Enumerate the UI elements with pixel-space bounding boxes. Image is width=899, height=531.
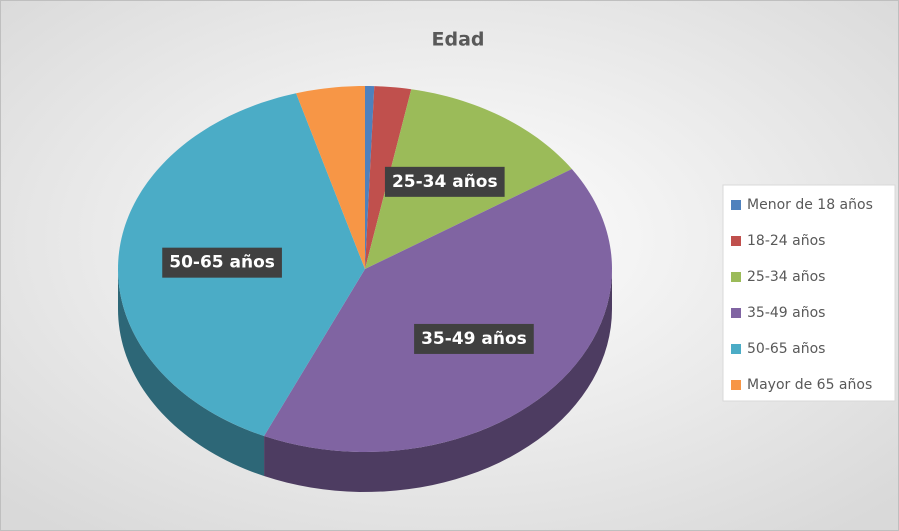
- data-label: 35-49 años: [414, 323, 534, 354]
- legend-label: 18-24 años: [747, 233, 825, 249]
- data-label-box: [162, 247, 282, 278]
- legend-swatch: [731, 200, 741, 210]
- data-label-box: [414, 323, 534, 354]
- legend-swatch: [731, 380, 741, 390]
- pie-slice: [365, 86, 375, 269]
- chart-title: Edad: [431, 29, 484, 51]
- data-label-text: 35-49 años: [421, 329, 527, 349]
- pie-slice-side: [118, 269, 265, 477]
- data-label: 25-34 años: [384, 166, 505, 197]
- legend-label: Mayor de 65 años: [747, 377, 872, 393]
- legend-label: 50-65 años: [747, 341, 825, 357]
- pie-slice: [264, 169, 612, 452]
- legend-swatch: [731, 272, 741, 282]
- legend-swatch: [731, 344, 741, 354]
- data-label-text: 50-65 años: [169, 253, 275, 273]
- pie-slice-side: [264, 269, 612, 492]
- legend-swatch: [731, 308, 741, 318]
- legend-label: Menor de 18 años: [747, 197, 873, 213]
- legend-label: 35-49 años: [747, 305, 825, 321]
- data-label-box: [384, 166, 505, 197]
- pie-slice: [296, 86, 365, 269]
- data-label: 50-65 años: [162, 247, 282, 278]
- data-label-text: 25-34 años: [392, 172, 498, 192]
- legend-swatch: [731, 236, 741, 246]
- legend-label: 25-34 años: [747, 269, 825, 285]
- legend: [722, 184, 896, 402]
